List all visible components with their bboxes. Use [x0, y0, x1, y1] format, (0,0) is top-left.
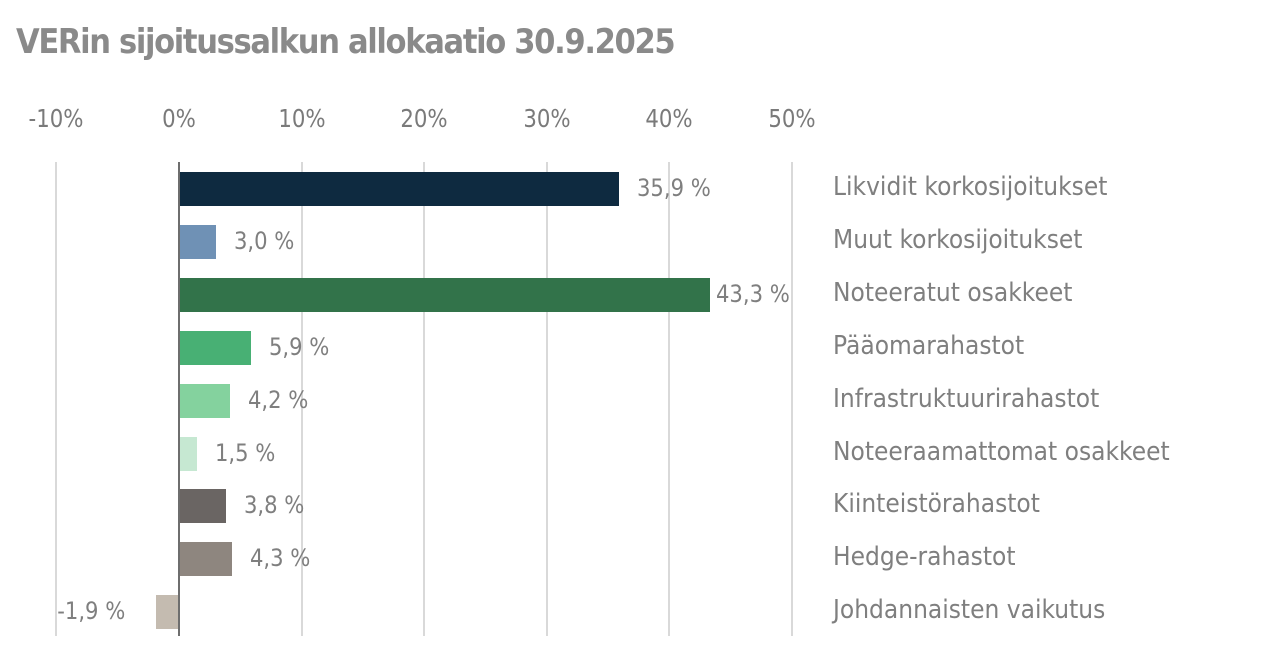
bar[interactable] [155, 595, 179, 630]
category-label: Noteeratut osakkeet [833, 277, 1073, 308]
x-tick-label: 50% [768, 104, 816, 133]
x-tick-label: 40% [645, 104, 694, 133]
bar[interactable] [179, 172, 620, 206]
category-label: Johdannaisten vaikutus [833, 595, 1106, 626]
category-label: Noteeraamattomat osakkeet [833, 436, 1170, 467]
category-label: Pääomarahastot [833, 330, 1025, 361]
x-tick-label: 10% [277, 104, 326, 133]
x-tick-label: 20% [400, 104, 448, 133]
gridline [423, 162, 426, 636]
bar[interactable] [179, 224, 216, 259]
bar-value-label: -1,9 % [57, 597, 126, 626]
bar[interactable] [179, 489, 226, 524]
category-label: Kiinteistörahastot [833, 489, 1040, 520]
gridline [55, 162, 58, 636]
gridline [300, 162, 303, 636]
bar-value-label: 1,5 % [215, 438, 276, 467]
bar[interactable] [179, 542, 232, 577]
bar[interactable] [179, 277, 710, 312]
category-label: Infrastruktuurirahastot [833, 383, 1100, 414]
bar-value-label: 4,2 % [248, 385, 309, 414]
bar[interactable] [179, 436, 198, 471]
gridline [668, 162, 671, 636]
bar-value-label: 3,0 % [233, 226, 295, 255]
zero-axis-line [178, 162, 180, 636]
bar-value-label: 43,3 % [715, 279, 790, 308]
category-label: Likvidit korkosijoitukset [833, 172, 1108, 202]
bar-value-label: 4,3 % [249, 544, 311, 573]
category-label: Muut korkosijoitukset [833, 224, 1083, 255]
category-label: Hedge-rahastot [833, 542, 1016, 573]
bar[interactable] [179, 330, 252, 365]
x-tick-label: -10% [28, 104, 84, 133]
chart-title: VERin sijoitussalkun allokaatio 30.9.202… [16, 22, 676, 62]
bar-value-label: 3,8 % [243, 491, 304, 520]
x-tick-label: 30% [523, 104, 571, 133]
bar[interactable] [179, 383, 231, 418]
x-tick-label: 0% [162, 104, 196, 133]
gridline [791, 162, 793, 636]
bar-value-label: 5,9 % [269, 332, 330, 361]
bar-value-label: 35,9 % [637, 174, 711, 202]
gridline [545, 162, 548, 636]
